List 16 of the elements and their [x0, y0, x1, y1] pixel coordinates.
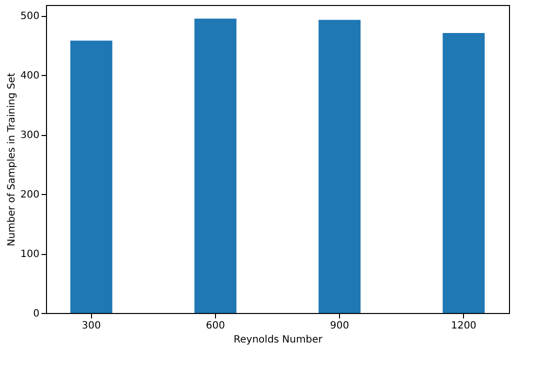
x-tick-label: 300 [82, 320, 101, 332]
y-tick-label: 300 [20, 130, 40, 142]
x-axis-title: Reynolds Number [234, 334, 324, 346]
x-tick-label: 900 [330, 320, 350, 332]
y-axis-title: Number of Samples in Training Set [6, 72, 18, 246]
y-tick-label: 400 [20, 70, 40, 82]
y-tick-label: 200 [20, 190, 40, 201]
y-tick-label: 500 [20, 11, 40, 22]
bar [70, 40, 112, 313]
bar [194, 18, 236, 313]
x-tick-label: 1200 [450, 320, 476, 332]
y-tick-label: 100 [20, 249, 40, 260]
bar [442, 32, 485, 313]
y-tick-label: 0 [33, 308, 40, 320]
x-tick-label: 600 [206, 320, 225, 332]
bar [318, 20, 361, 313]
